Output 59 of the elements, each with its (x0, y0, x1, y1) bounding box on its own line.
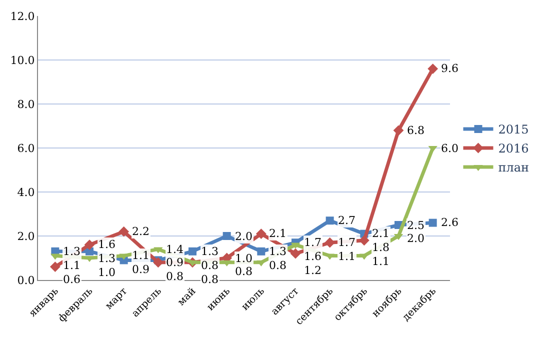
data-label: 0.8 (166, 270, 184, 283)
data-label: 1.1 (63, 259, 80, 272)
data-label: 9.6 (441, 62, 458, 75)
data-label: 0.6 (63, 273, 80, 286)
point (326, 216, 334, 225)
data-label: 2.7 (338, 214, 356, 227)
point (256, 228, 266, 239)
data-label: 1.1 (132, 249, 150, 262)
y-tick-label: 6.0 (17, 142, 35, 155)
point (428, 64, 438, 74)
data-label: 1.1 (372, 255, 390, 268)
data-label: 2.1 (372, 227, 390, 240)
data-label: 1.2 (304, 264, 322, 277)
point (152, 257, 164, 268)
data-label: 2.0 (235, 230, 252, 243)
point (188, 247, 196, 256)
data-label: 1.3 (201, 245, 218, 258)
y-tick-label: 2.0 (17, 230, 35, 243)
legend-label: 2016 (498, 142, 529, 156)
y-tick-label: 12.0 (10, 10, 35, 23)
point (393, 125, 404, 136)
data-label: 2.6 (441, 216, 458, 229)
data-label: 0.8 (201, 273, 218, 286)
data-label: 6.8 (407, 124, 424, 137)
data-label: 0.8 (201, 259, 218, 272)
data-label: 2.5 (407, 219, 424, 232)
data-label: 0.8 (269, 259, 286, 272)
data-label: 1.3 (269, 245, 286, 258)
data-label: 1.7 (304, 236, 322, 249)
data-label: 0.9 (132, 263, 150, 276)
y-tick-label: 0.0 (17, 274, 35, 287)
y-tick-label: 10.0 (10, 54, 35, 67)
data-label: 2.0 (407, 232, 424, 245)
data-label: 1.0 (235, 252, 252, 265)
point (222, 232, 231, 240)
data-label: 2.1 (269, 227, 286, 240)
data-label: 1.3 (63, 245, 80, 258)
data-label: 6.0 (441, 142, 458, 155)
data-label: 1.7 (338, 236, 356, 249)
data-label: 0.8 (235, 265, 252, 278)
point (257, 247, 266, 256)
legend-label: 2015 (498, 122, 529, 137)
data-label: 0.9 (166, 256, 184, 269)
point (50, 262, 60, 272)
y-tick-label: 8.0 (17, 98, 35, 111)
y-tick-label: 4.0 (17, 186, 35, 199)
data-label: 1.3 (98, 252, 116, 265)
data-label: 1.0 (98, 266, 116, 279)
point (290, 248, 301, 259)
data-label: 2.2 (132, 225, 150, 238)
data-label: 1.1 (338, 250, 356, 263)
point (428, 218, 437, 227)
data-label: 1.6 (304, 250, 322, 263)
legend-label: план (498, 160, 530, 175)
data-label: 1.4 (166, 243, 184, 256)
data-label: 1.8 (372, 241, 390, 254)
point (84, 240, 95, 250)
point (118, 226, 130, 237)
data-label: 1.6 (98, 238, 116, 251)
